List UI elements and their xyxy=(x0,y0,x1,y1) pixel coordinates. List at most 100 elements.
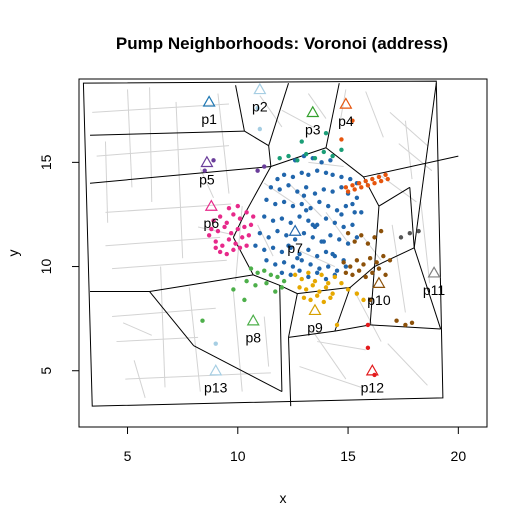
street-segment xyxy=(398,143,433,172)
voronoi-edge xyxy=(253,274,280,286)
x-axis: 5 10 15 20 xyxy=(124,426,467,464)
case-point-p7 xyxy=(317,199,322,205)
case-point-p6 xyxy=(224,220,229,225)
case-point-p9 xyxy=(314,293,320,298)
case-point-p7 xyxy=(308,205,313,211)
case-point-p7 xyxy=(321,239,326,244)
case-point-p11 xyxy=(407,231,413,236)
case-point-p2 xyxy=(257,126,263,132)
pump-label-p9: p9 xyxy=(307,319,323,335)
case-addresses xyxy=(200,105,421,378)
pump-label-p1: p1 xyxy=(201,111,217,127)
case-point-p6 xyxy=(235,203,240,209)
case-point-p7 xyxy=(290,174,296,180)
case-point-p7 xyxy=(334,268,340,273)
case-point-p4 xyxy=(372,180,377,186)
case-point-p8 xyxy=(268,272,274,278)
study-area-frame xyxy=(82,80,444,407)
street-segment xyxy=(365,91,384,138)
case-point-p6 xyxy=(215,228,221,234)
case-point-p9 xyxy=(328,295,333,301)
case-point-p7 xyxy=(328,158,333,163)
voronoi-edge xyxy=(374,247,415,267)
pump-label-p2: p2 xyxy=(252,98,268,114)
street-segment xyxy=(175,101,184,259)
case-point-p7 xyxy=(277,187,282,192)
case-point-p8 xyxy=(279,285,285,290)
case-point-p6 xyxy=(231,212,236,217)
voronoi-edge xyxy=(268,145,272,167)
case-point-p9 xyxy=(317,289,322,294)
street-segment xyxy=(308,161,344,168)
case-point-p7 xyxy=(323,276,329,282)
pump-marker-p9 xyxy=(308,303,322,316)
case-point-p7 xyxy=(264,258,269,263)
case-point-p10 xyxy=(363,274,368,280)
case-point-p9 xyxy=(308,297,313,303)
case-point-p11 xyxy=(416,228,421,234)
case-point-p10 xyxy=(352,239,357,244)
street-segment xyxy=(125,372,271,380)
street-segment xyxy=(376,172,417,203)
street-segment xyxy=(105,236,221,247)
pump-marker-p8 xyxy=(246,314,260,326)
case-point-p4 xyxy=(383,172,388,178)
case-point-p7 xyxy=(354,235,360,240)
voronoi-edge xyxy=(369,266,376,325)
case-point-p7 xyxy=(284,233,289,238)
case-point-p4 xyxy=(350,183,355,188)
pump-label-p12: p12 xyxy=(361,380,385,396)
case-point-p7 xyxy=(339,174,344,180)
case-point-p5 xyxy=(202,168,207,173)
x-tick-label: 20 xyxy=(451,448,467,464)
case-point-p7 xyxy=(301,193,307,198)
case-point-p4 xyxy=(365,183,371,188)
case-point-p2 xyxy=(255,105,260,111)
case-point-p7 xyxy=(297,268,302,273)
voronoi-edge xyxy=(325,147,364,178)
case-point-p8 xyxy=(253,283,258,288)
case-point-p6 xyxy=(237,216,243,221)
case-point-p7 xyxy=(299,201,304,207)
street-segment xyxy=(122,322,152,336)
pump-marker-p12 xyxy=(365,364,379,376)
case-point-p12 xyxy=(365,345,371,351)
pump-label-p3: p3 xyxy=(305,121,321,137)
case-point-p3 xyxy=(295,158,300,163)
case-point-p8 xyxy=(281,278,287,284)
pump-label-p10: p10 xyxy=(367,292,391,308)
case-point-p6 xyxy=(231,247,236,253)
case-point-p7 xyxy=(330,172,335,178)
case-point-p7 xyxy=(266,235,271,240)
case-point-p13 xyxy=(213,341,218,346)
street-segment xyxy=(92,103,229,113)
case-point-p6 xyxy=(246,233,252,238)
case-point-p6 xyxy=(248,222,254,228)
pump-label-p4: p4 xyxy=(338,113,354,129)
case-point-p7 xyxy=(339,185,344,190)
street-segment xyxy=(389,111,428,147)
case-point-p7 xyxy=(303,185,309,190)
street-segment xyxy=(325,212,351,247)
case-point-p7 xyxy=(312,191,318,196)
voronoi-edge xyxy=(349,266,375,288)
pump-marker-p5 xyxy=(200,155,214,168)
y-tick-label: 5 xyxy=(38,367,54,375)
case-point-p7 xyxy=(323,216,329,221)
case-point-p10 xyxy=(350,272,355,278)
case-point-p7 xyxy=(290,203,296,209)
pump-label-p6: p6 xyxy=(204,215,220,231)
case-point-p3 xyxy=(330,153,335,159)
case-point-p10 xyxy=(409,320,415,326)
case-point-p4 xyxy=(376,174,382,180)
case-point-p6 xyxy=(244,243,249,248)
x-tick-label: 10 xyxy=(230,448,246,464)
case-point-p7 xyxy=(297,251,302,257)
case-point-p5 xyxy=(262,164,267,169)
case-point-p7 xyxy=(264,197,269,203)
case-point-p6 xyxy=(244,210,249,215)
street-segment xyxy=(387,343,428,386)
case-point-p7 xyxy=(314,270,320,275)
case-point-p4 xyxy=(356,180,362,186)
case-point-p7 xyxy=(348,176,353,182)
